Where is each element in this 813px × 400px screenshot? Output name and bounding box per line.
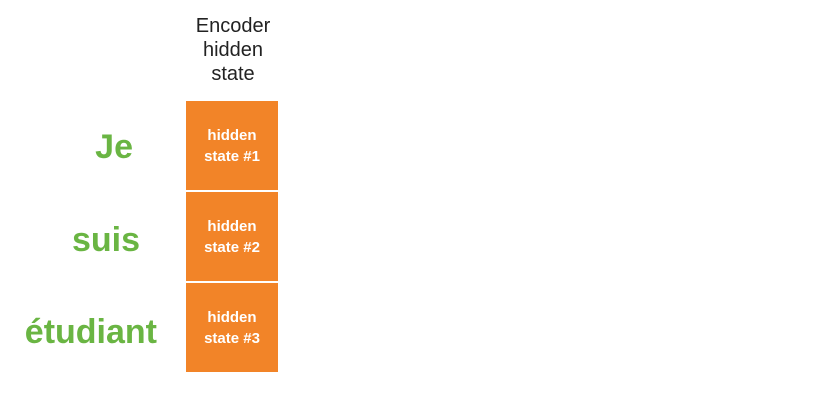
hidden-state-box-1: hidden state #1	[186, 101, 278, 190]
encoder-hidden-state-column: hidden state #1 hidden state #2 hidden s…	[186, 101, 278, 372]
input-word-je: Je	[95, 128, 133, 166]
encoder-hidden-state-header: Encoder hidden state	[195, 15, 271, 85]
hidden-state-box-2: hidden state #2	[186, 192, 278, 281]
input-word-suis: suis	[71, 221, 140, 259]
input-word-etudiant: étudiant	[24, 313, 157, 351]
hidden-state-box-3: hidden state #3	[186, 283, 278, 372]
